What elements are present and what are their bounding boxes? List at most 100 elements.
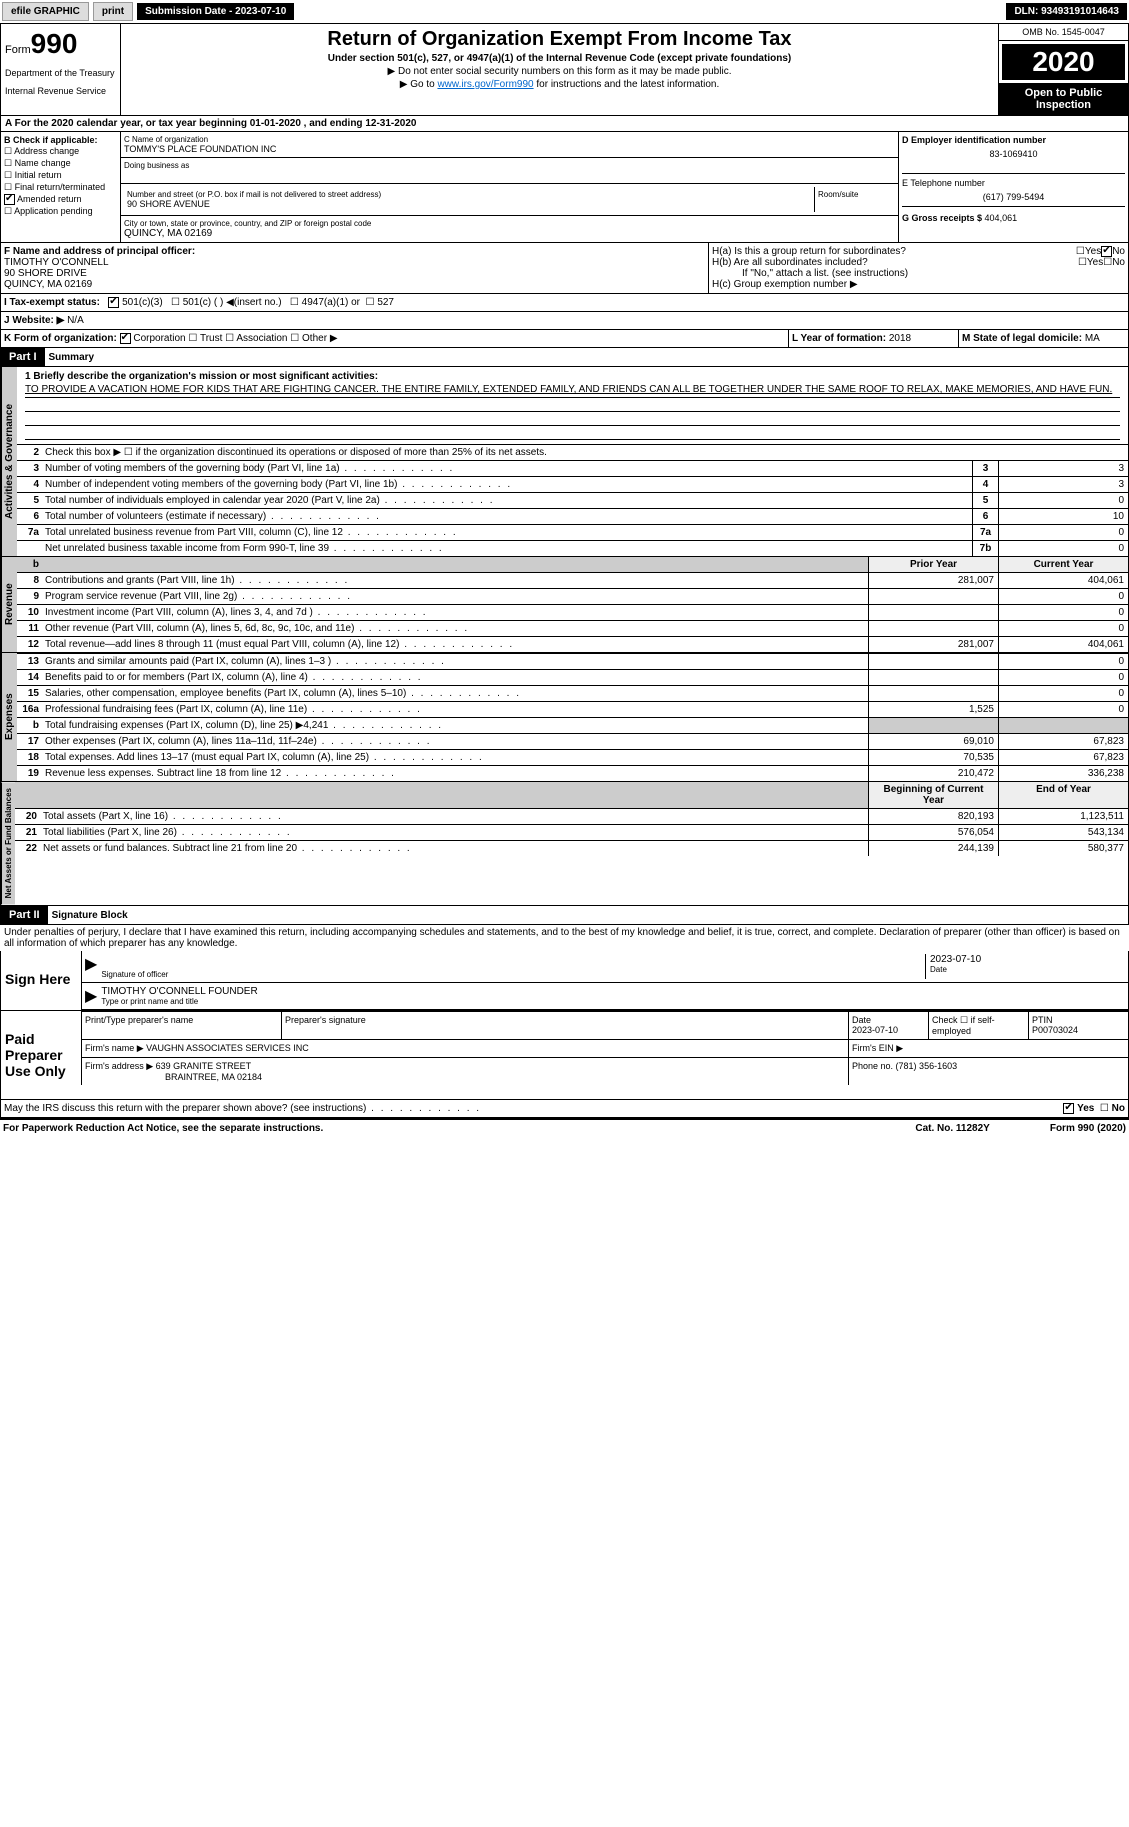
declaration: Under penalties of perjury, I declare th…: [0, 925, 1129, 951]
prior-value: 281,007: [868, 637, 998, 652]
cb-final-return[interactable]: ☐ Final return/terminated: [4, 182, 117, 193]
cb-corporation[interactable]: [120, 333, 131, 344]
part-i-title: Summary: [49, 352, 95, 363]
form-subtitle: Under section 501(c), 527, or 4947(a)(1)…: [125, 53, 994, 64]
hb-no[interactable]: ☐No: [1103, 257, 1125, 268]
current-value: 67,823: [998, 734, 1128, 749]
line-box: 4: [972, 477, 998, 492]
line-box: 3: [972, 461, 998, 476]
cb-501c3[interactable]: [108, 297, 119, 308]
efile-button[interactable]: efile GRAPHIC: [2, 2, 89, 21]
sign-here-block: Sign Here ▶Signature of officer2023-07-1…: [0, 951, 1129, 1011]
current-value: 0: [998, 686, 1128, 701]
ha-no[interactable]: No: [1101, 246, 1125, 257]
current-value: 404,061: [998, 637, 1128, 652]
ha-label: H(a) Is this a group return for subordin…: [712, 246, 1076, 257]
current-value: 0: [998, 670, 1128, 685]
row-i: I Tax-exempt status: 501(c)(3) ☐ 501(c) …: [0, 294, 1129, 312]
summary-governance: Activities & Governance 1 Briefly descri…: [0, 367, 1129, 557]
line-text: Total number of volunteers (estimate if …: [43, 509, 972, 524]
section-bcd: B Check if applicable: ☐ Address change …: [0, 132, 1129, 243]
prior-value: 210,472: [868, 766, 998, 781]
discuss-no[interactable]: ☐ No: [1100, 1103, 1125, 1114]
line-text: Total liabilities (Part X, line 26): [41, 825, 868, 840]
line-text: Number of voting members of the governin…: [43, 461, 972, 476]
section-fh: F Name and address of principal officer:…: [0, 243, 1129, 294]
type-name-label: Type or print name and title: [101, 997, 1125, 1006]
prep-name-label: Print/Type preparer's name: [85, 1015, 193, 1025]
prior-value: [868, 686, 998, 701]
self-emp[interactable]: Check ☐ if self-employed: [932, 1015, 995, 1036]
cb-initial-return[interactable]: ☐ Initial return: [4, 170, 117, 181]
prior-value: 576,054: [868, 825, 998, 840]
prior-value: 244,139: [868, 841, 998, 856]
ptin: P00703024: [1032, 1025, 1078, 1035]
current-value: 67,823: [998, 750, 1128, 765]
part-i-hdr: Part I: [1, 348, 45, 366]
firm-name: VAUGHN ASSOCIATES SERVICES INC: [146, 1043, 309, 1053]
arrow-icon: ▶: [85, 954, 97, 979]
current-value: 580,377: [998, 841, 1128, 856]
cb-name-change[interactable]: ☐ Name change: [4, 158, 117, 169]
current-value: 0: [998, 605, 1128, 620]
tab-net-assets: Net Assets or Fund Balances: [1, 782, 15, 904]
city-label: City or town, state or province, country…: [124, 219, 895, 228]
line-text: Total assets (Part X, line 16): [41, 809, 868, 824]
instr-ssn: ▶ Do not enter social security numbers o…: [125, 66, 994, 77]
pra-notice: For Paperwork Reduction Act Notice, see …: [3, 1123, 915, 1134]
current-value: 1,123,511: [998, 809, 1128, 824]
gross-receipts: 404,061: [985, 213, 1018, 223]
line-box: 5: [972, 493, 998, 508]
line-text: Total expenses. Add lines 13–17 (must eq…: [43, 750, 868, 765]
line-text: Salaries, other compensation, employee b…: [43, 686, 868, 701]
line-text: Grants and similar amounts paid (Part IX…: [43, 654, 868, 669]
sig-officer-label: Signature of officer: [101, 970, 925, 979]
section-a: A For the 2020 calendar year, or tax yea…: [0, 116, 1129, 132]
current-value: 0: [998, 589, 1128, 604]
line-box: 7a: [972, 525, 998, 540]
cb-application-pending[interactable]: ☐ Application pending: [4, 206, 117, 217]
current-value: 543,134: [998, 825, 1128, 840]
part-ii: Part IISignature Block: [0, 906, 1129, 925]
line-box: 6: [972, 509, 998, 524]
firm-addr1: 639 GRANITE STREET: [156, 1061, 252, 1071]
row-j: J Website: ▶ N/A: [0, 312, 1129, 330]
officer-name: TIMOTHY O'CONNELL: [4, 257, 705, 268]
box-g-label: G Gross receipts $: [902, 213, 985, 223]
prior-value: [868, 670, 998, 685]
summary-net-assets: Net Assets or Fund Balances Beginning of…: [0, 782, 1129, 905]
line-text: Contributions and grants (Part VIII, lin…: [43, 573, 868, 588]
line-value: 0: [998, 525, 1128, 540]
summary-expenses: Expenses 13Grants and similar amounts pa…: [0, 653, 1129, 782]
cb-amended-return[interactable]: Amended return: [4, 194, 117, 205]
current-value: 404,061: [998, 573, 1128, 588]
officer-city: QUINCY, MA 02169: [4, 279, 705, 290]
hc-label: H(c) Group exemption number ▶: [712, 279, 1125, 290]
hb-yes[interactable]: ☐Yes: [1078, 257, 1103, 268]
ein: 83-1069410: [902, 149, 1125, 159]
discuss-yes[interactable]: Yes: [1063, 1103, 1094, 1114]
line-text: Other revenue (Part VIII, column (A), li…: [43, 621, 868, 636]
date-label: Date: [930, 965, 1125, 974]
prior-value: 281,007: [868, 573, 998, 588]
box-e-label: E Telephone number: [902, 178, 1125, 188]
current-value: [998, 718, 1128, 733]
col-current: Current Year: [998, 557, 1128, 572]
open-public: Open to Public Inspection: [999, 83, 1128, 115]
box-b: B Check if applicable: ☐ Address change …: [1, 132, 121, 242]
print-button[interactable]: print: [93, 2, 133, 21]
prior-value: 69,010: [868, 734, 998, 749]
line-value: 0: [998, 541, 1128, 556]
cb-address-change[interactable]: ☐ Address change: [4, 146, 117, 157]
topbar: efile GRAPHIC print Submission Date - 20…: [0, 0, 1129, 23]
sig-date: 2023-07-10: [930, 954, 1125, 965]
line-text: Net unrelated business taxable income fr…: [43, 541, 972, 556]
l1-label: 1 Briefly describe the organization's mi…: [25, 371, 378, 382]
prior-value: [868, 605, 998, 620]
instr-link: ▶ Go to www.irs.gov/Form990 for instruct…: [125, 79, 994, 90]
irs-link[interactable]: www.irs.gov/Form990: [437, 79, 533, 90]
box-c-label: C Name of organization: [124, 135, 895, 144]
ha-yes[interactable]: ☐Yes: [1076, 246, 1101, 257]
current-value: 336,238: [998, 766, 1128, 781]
firm-phone: (781) 356-1603: [896, 1061, 958, 1071]
